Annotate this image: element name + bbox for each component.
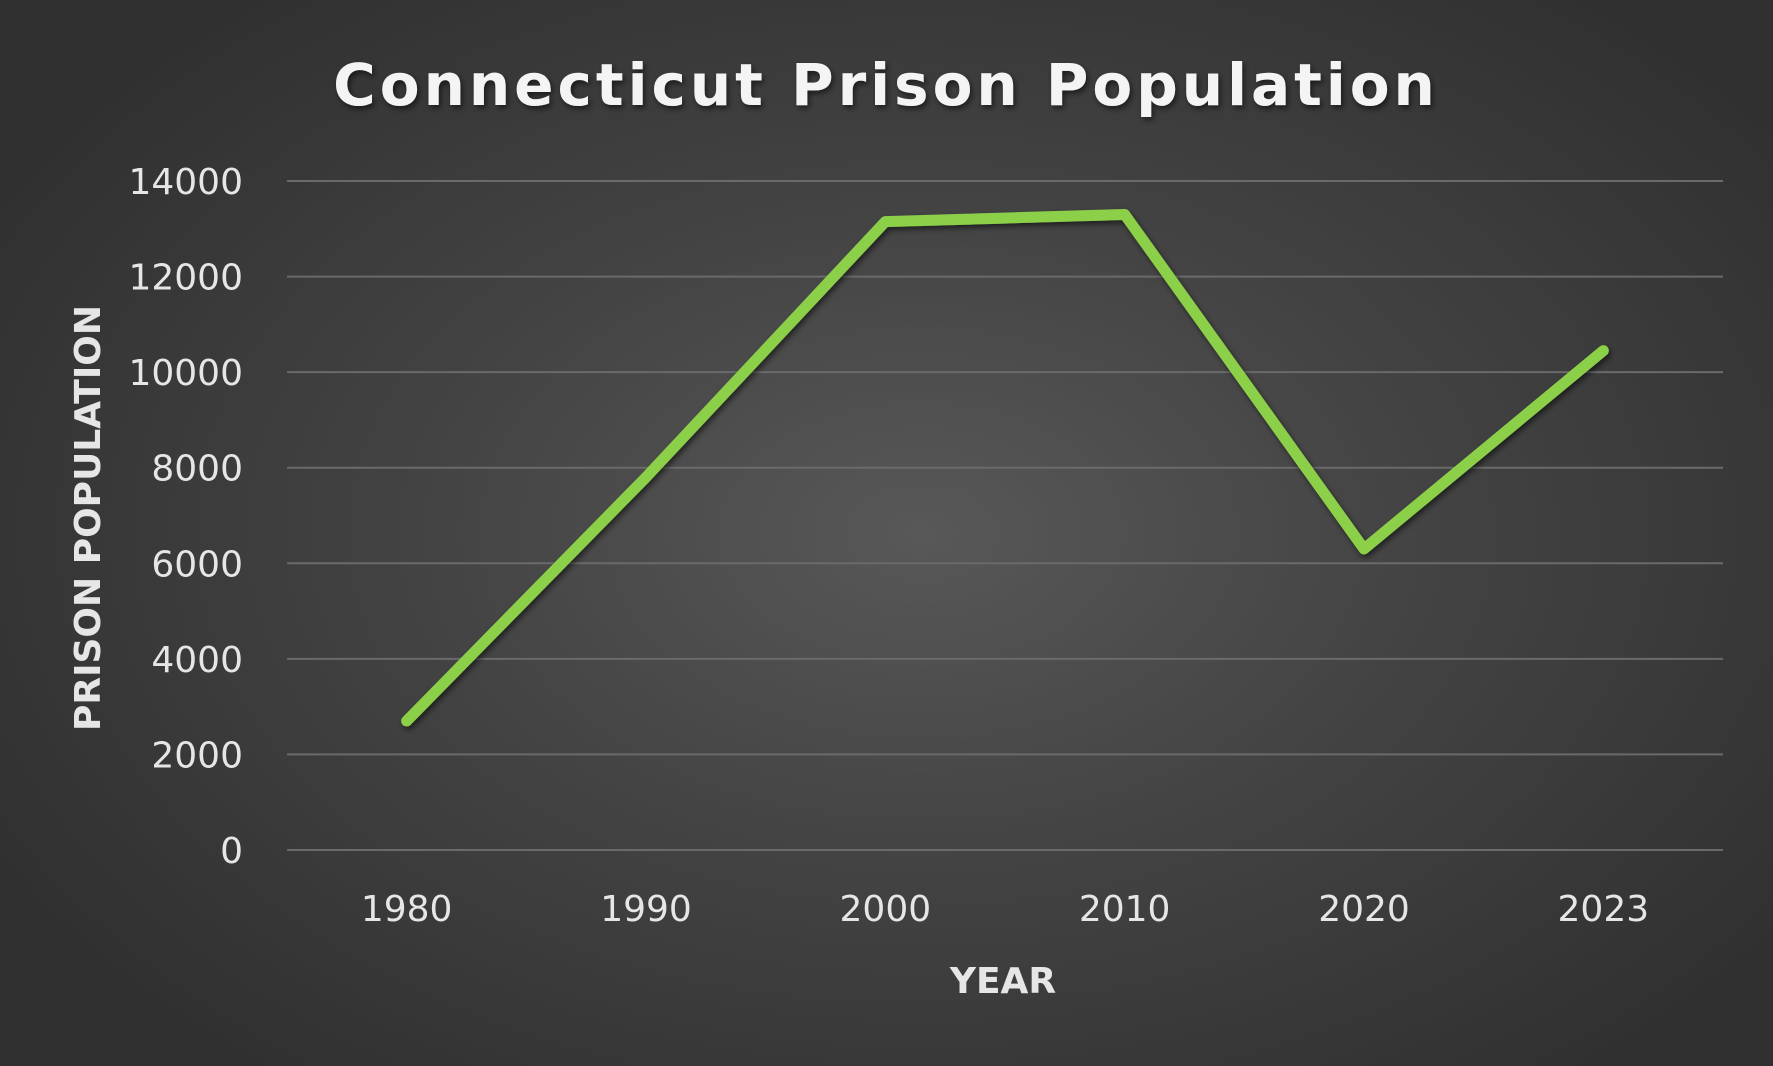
x-axis-title: YEAR — [949, 961, 1056, 1002]
x-tick-label: 2000 — [840, 889, 932, 930]
x-tick-label: 1980 — [361, 889, 453, 930]
gridlines — [287, 180, 1723, 851]
x-tick-label: 2023 — [1558, 889, 1650, 930]
y-tick-label: 4000 — [151, 640, 243, 681]
y-axis-title: PRISON POPULATION — [68, 305, 109, 731]
y-tick-label: 8000 — [151, 449, 243, 490]
y-axis-ticks: 0 2000 4000 6000 8000 10000 12000 14000 — [128, 162, 243, 872]
series-group — [401, 208, 1609, 727]
y-tick-label: 14000 — [128, 162, 243, 203]
y-tick-label: 6000 — [151, 544, 243, 585]
x-tick-label: 2010 — [1079, 889, 1171, 930]
x-tick-label: 1990 — [600, 889, 692, 930]
y-tick-label: 10000 — [128, 353, 243, 394]
chart-title: Connecticut Prison Population — [333, 51, 1439, 119]
x-tick-label: 2020 — [1318, 889, 1410, 930]
y-tick-label: 12000 — [128, 258, 243, 299]
y-tick-label: 2000 — [151, 735, 243, 776]
y-tick-label: 0 — [220, 831, 243, 872]
series-line — [401, 208, 1609, 727]
x-axis-ticks: 1980 1990 2000 2010 2020 2023 — [361, 889, 1649, 930]
